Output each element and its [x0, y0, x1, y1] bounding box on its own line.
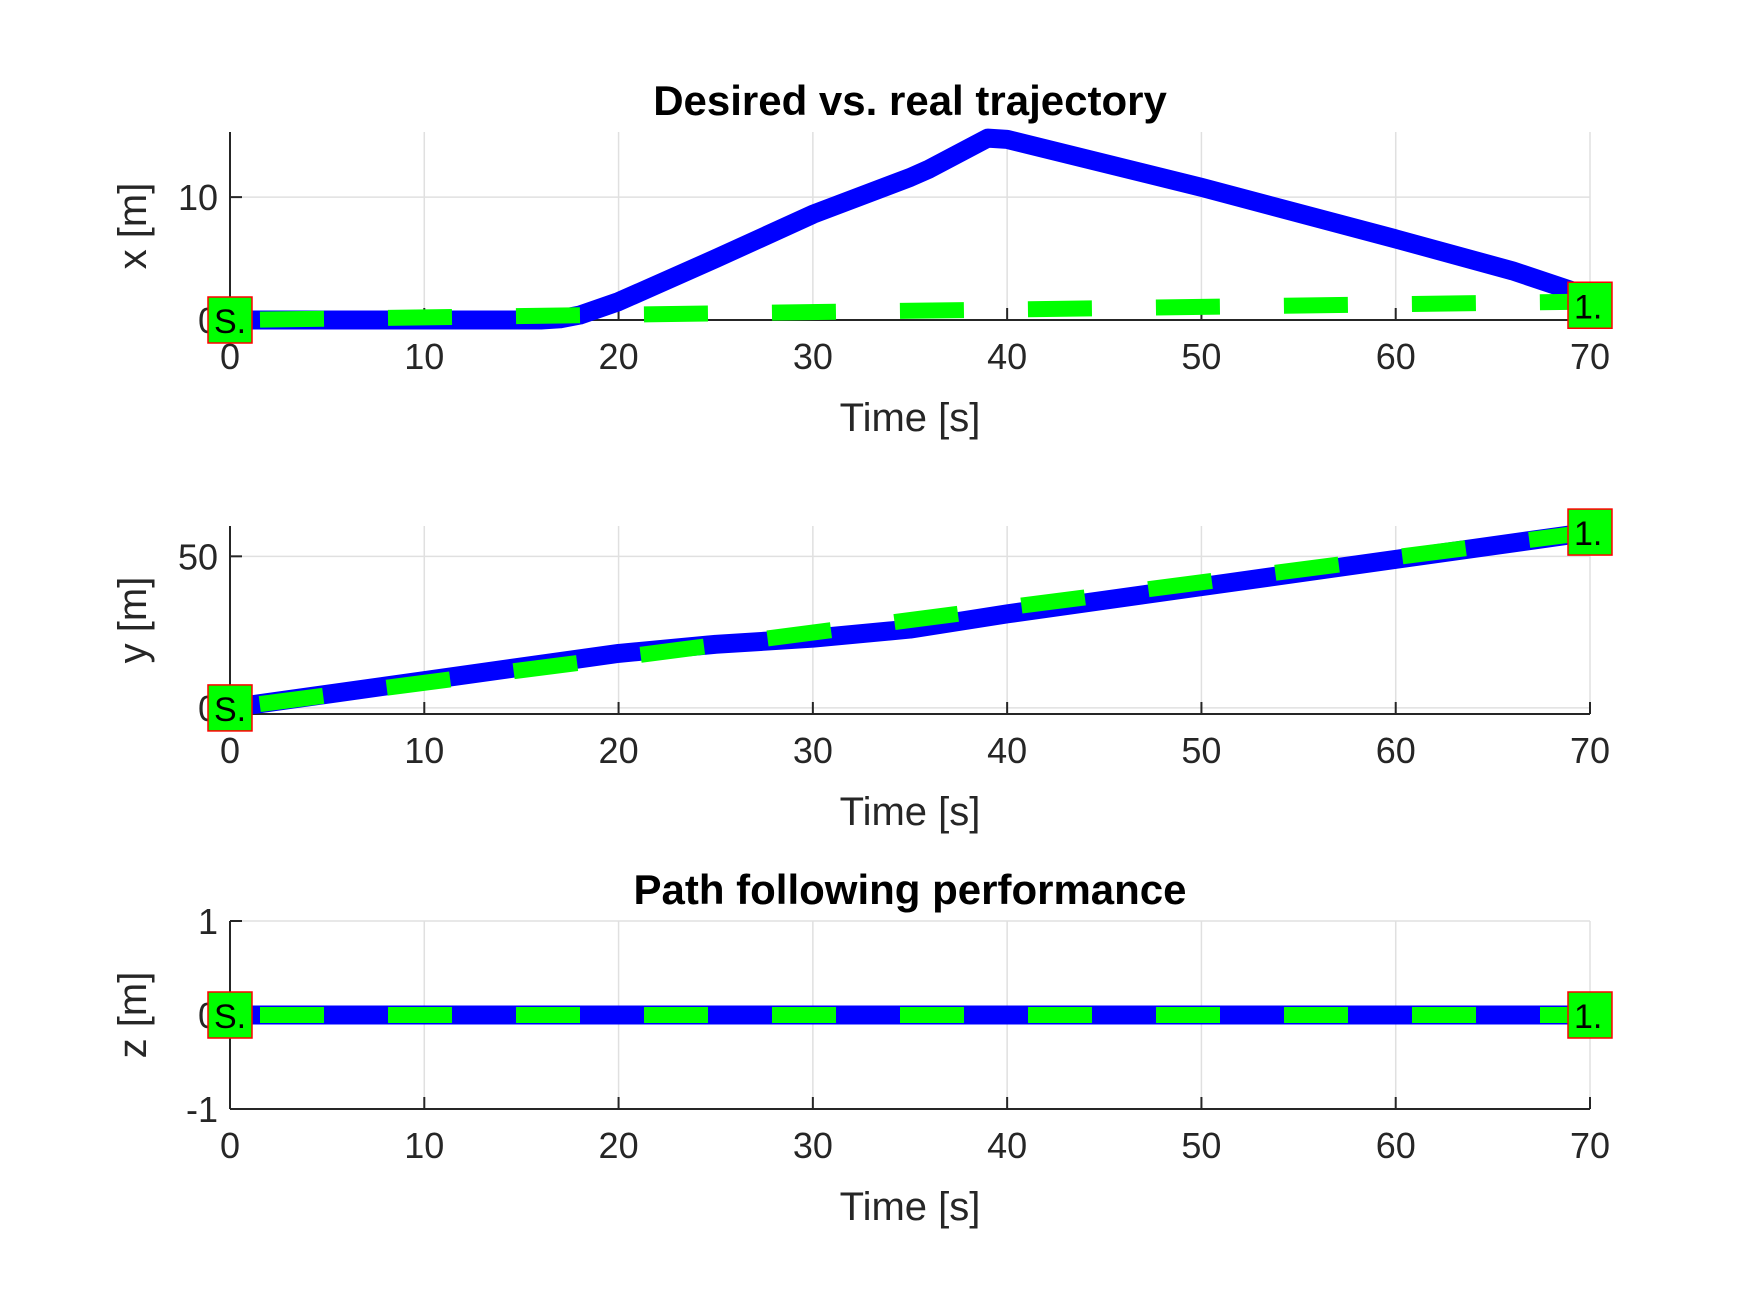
- grid-lines: [229, 132, 1591, 321]
- x-tick-label: 70: [1570, 730, 1610, 771]
- marker-label: S.: [214, 303, 246, 341]
- real-trajectory-line: [230, 128, 1594, 330]
- y-tick-label: 50: [178, 536, 218, 577]
- x-tick-label: 40: [987, 336, 1027, 377]
- y-tick-label: -1: [186, 1089, 218, 1130]
- x-axis-label: Time [s]: [840, 790, 981, 834]
- x-tick-label: 30: [793, 336, 833, 377]
- desired-trajectory-line: [228, 524, 1592, 716]
- x-tick-label: 50: [1181, 1125, 1221, 1166]
- x-tick-label: 10: [404, 1125, 444, 1166]
- x-tick-label: 10: [404, 730, 444, 771]
- x-tick-label: 60: [1376, 1125, 1416, 1166]
- x-tick-label: 20: [599, 1125, 639, 1166]
- marker-box: [1567, 508, 1613, 556]
- start-marker: S.: [207, 684, 253, 732]
- y-tick-label: 10: [178, 177, 218, 218]
- x-tick-label: 0: [220, 1125, 240, 1166]
- subplot-1: 010203040506070010Time [s]x [m]Desired v…: [111, 77, 1613, 440]
- x-tick-label: 0: [220, 336, 240, 377]
- x-tick-label: 40: [987, 730, 1027, 771]
- x-tick-label: 0: [220, 730, 240, 771]
- start-marker: S.: [207, 991, 253, 1039]
- end-marker: 1.: [1567, 508, 1613, 556]
- y-axis-label: x [m]: [111, 183, 155, 270]
- y-axis-label: z [m]: [111, 972, 155, 1059]
- x-tick-label: 30: [793, 730, 833, 771]
- x-tick-label: 20: [599, 336, 639, 377]
- chart-title: Desired vs. real trajectory: [653, 77, 1167, 124]
- marker-label: 1.: [1574, 288, 1602, 326]
- x-tick-label: 40: [987, 1125, 1027, 1166]
- marker-box: [1567, 281, 1613, 330]
- y-axis-label: y [m]: [111, 577, 155, 664]
- y-tick-label: 1: [198, 901, 218, 942]
- x-tick-label: 70: [1570, 336, 1610, 377]
- chart-title: Path following performance: [633, 866, 1186, 913]
- marker-label: 1.: [1574, 515, 1602, 553]
- end-marker: 1.: [1567, 281, 1613, 330]
- marker-box: [207, 684, 253, 732]
- x-axis-label: Time [s]: [840, 1185, 981, 1229]
- marker-label: S.: [214, 691, 246, 729]
- marker-box: [1567, 991, 1613, 1039]
- marker-label: S.: [214, 998, 246, 1036]
- x-tick-label: 60: [1376, 336, 1416, 377]
- marker-label: 1.: [1574, 998, 1602, 1036]
- x-tick-label: 30: [793, 1125, 833, 1166]
- end-marker: 1.: [1567, 991, 1613, 1039]
- x-tick-label: 10: [404, 336, 444, 377]
- x-tick-label: 70: [1570, 1125, 1610, 1166]
- x-tick-label: 50: [1181, 336, 1221, 377]
- start-marker: S.: [207, 296, 253, 344]
- marker-box: [207, 991, 253, 1039]
- x-axis-label: Time [s]: [840, 396, 981, 440]
- marker-box: [207, 296, 253, 344]
- x-tick-label: 60: [1376, 730, 1416, 771]
- desired-trajectory-line: [229, 293, 1591, 328]
- x-tick-label: 50: [1181, 730, 1221, 771]
- x-tick-label: 20: [599, 730, 639, 771]
- subplot-2: 010203040506070050Time [s]y [m]S.1.: [111, 508, 1613, 834]
